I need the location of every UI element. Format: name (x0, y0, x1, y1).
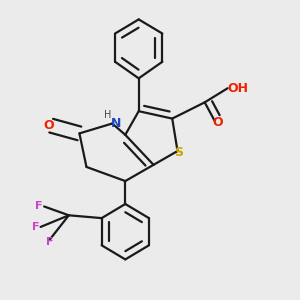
Text: O: O (43, 119, 54, 132)
Text: F: F (46, 237, 53, 247)
Text: F: F (35, 202, 43, 212)
Text: N: N (111, 117, 121, 130)
Text: F: F (32, 222, 39, 232)
Text: OH: OH (228, 82, 249, 95)
Text: O: O (213, 116, 224, 129)
Text: S: S (174, 146, 183, 159)
Text: H: H (104, 110, 112, 120)
